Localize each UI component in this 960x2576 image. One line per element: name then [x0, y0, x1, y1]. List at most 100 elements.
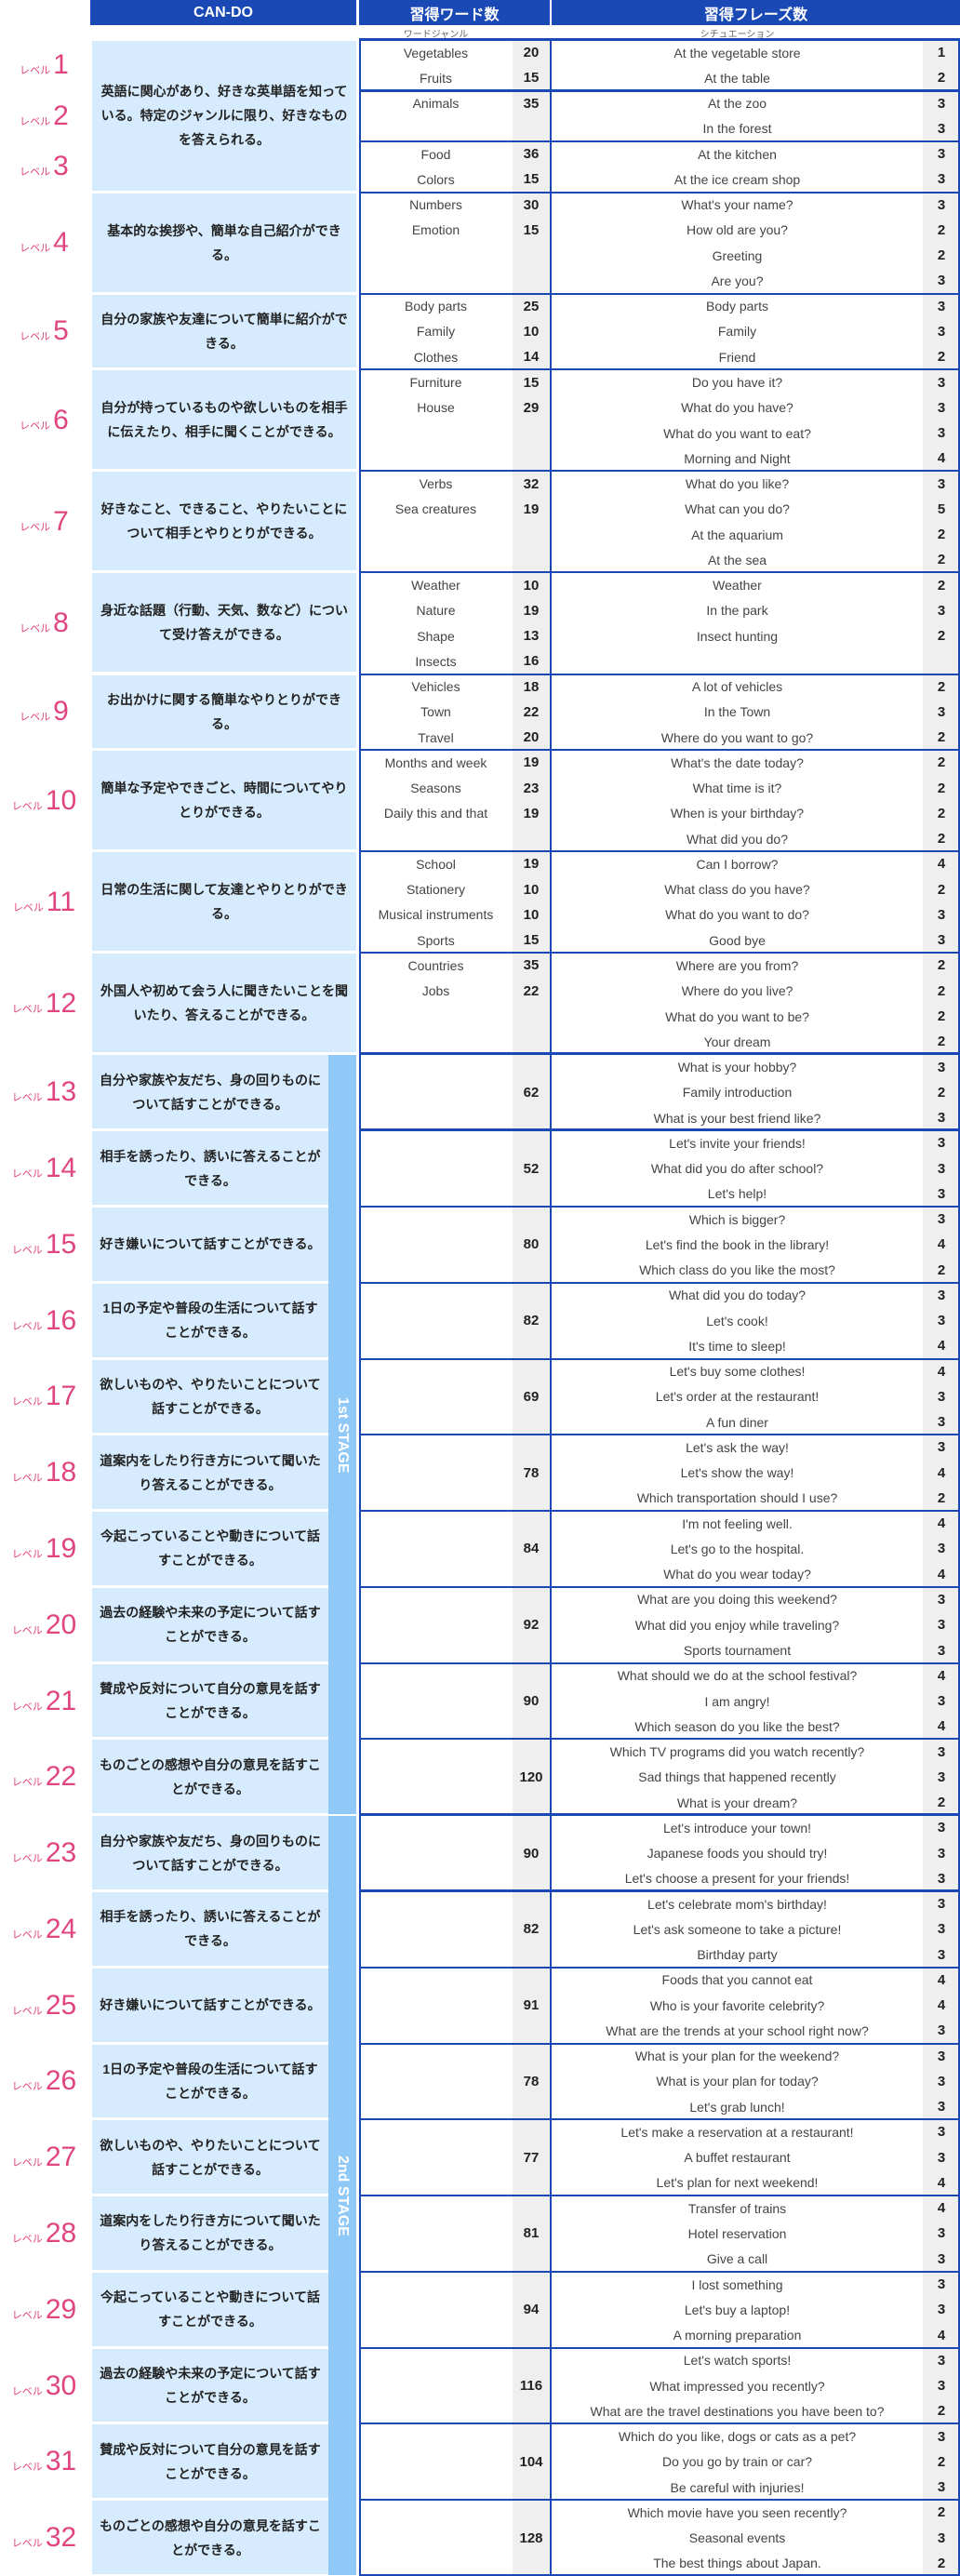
phrase-situation: Let's invite your friends! [669, 1135, 806, 1151]
phrase-situation: I lost something [691, 2276, 783, 2292]
level-label: レベル 28 [0, 2196, 88, 2272]
phrase-count: 3 [937, 2352, 946, 2369]
phrase-count-column [923, 1967, 960, 2044]
phrase-count: 3 [937, 1642, 946, 1659]
level-label: レベル 32 [0, 2500, 88, 2576]
phrase-count: 3 [937, 298, 946, 314]
row-divider [359, 191, 960, 194]
phrase-situation: A buffet restaurant [684, 2150, 791, 2166]
phrase-count: 3 [937, 1414, 946, 1431]
level-number: 14 [45, 1153, 77, 1184]
level-label: レベル 30 [0, 2348, 88, 2424]
level-prefix: レベル [11, 1244, 43, 1256]
phrase-count: 2 [937, 70, 946, 87]
word-genre: House [417, 400, 455, 416]
level-number: 25 [45, 1989, 77, 2021]
phrase-count-column [923, 674, 960, 751]
phrase-count: 4 [937, 1997, 946, 2014]
cando-text: 身近な話題（行動、天気、数など）について受け答えができる。 [92, 573, 356, 673]
phrase-situation: What did you enjoy while traveling? [634, 1617, 840, 1633]
phrase-situation: What do you want to eat? [663, 425, 811, 441]
phrase-situation: Let's show the way! [680, 1465, 794, 1481]
level-label: レベル 9 [0, 674, 88, 751]
phrase-situation: What is your plan for the weekend? [634, 2049, 840, 2064]
phrase-count-column [923, 2271, 960, 2348]
level-label: レベル 21 [0, 1663, 88, 1740]
cando-text: 自分の家族や友達について簡単に紹介ができる。 [92, 294, 356, 368]
row-divider [359, 2423, 960, 2425]
cando-text: 好き嫌いについて話すことができる。 [92, 1968, 328, 2042]
phrase-count: 3 [937, 1211, 946, 1228]
phrase-situation: What is your dream? [676, 1795, 798, 1810]
phrase-situation: Birthday party [697, 1947, 778, 1963]
level-number: 18 [45, 1457, 77, 1488]
phrase-count-column [923, 1662, 960, 1740]
phrase-situation: Where do you live? [681, 983, 793, 999]
cando-text: 好きなこと、できること、やりたいことについて相手とやりとりができる。 [92, 472, 356, 571]
phrase-count: 3 [937, 2250, 946, 2267]
phrase-count: 3 [937, 1110, 946, 1127]
level-prefix: レベル [20, 420, 51, 432]
level-label: レベル 10 [0, 750, 88, 851]
cando-text: 自分や家族や友だち、身の回りものについて話すことができる。 [92, 1055, 328, 1129]
cando-text: 日常の生活に関して友達とやりとりができる。 [92, 852, 356, 952]
phrase-situation: When is your birthday? [670, 806, 805, 821]
phrase-situation: How old are you? [687, 222, 788, 238]
phrase-situation: A lot of vehicles [691, 679, 783, 695]
phrase-count-column [923, 750, 960, 852]
level-number: 29 [45, 2293, 77, 2325]
phrase-situation: Body parts [706, 299, 768, 314]
phrase-situation: Let's ask someone to take a picture! [633, 1921, 842, 1937]
cando-text: 好き嫌いについて話すことができる。 [92, 1207, 328, 1281]
phrase-situation: What's your name? [681, 197, 793, 213]
phrase-situation: I am angry! [704, 1693, 770, 1709]
cando-text: 道案内をしたり行き方について聞いたり答えることができる。 [92, 2196, 328, 2270]
level-number: 17 [45, 1381, 77, 1412]
phrase-situation: Which do you like, dogs or cats as a pet… [618, 2429, 857, 2445]
phrase-situation: It's time to sleep! [688, 1338, 786, 1354]
word-count: 35 [523, 957, 540, 974]
word-count: 10 [523, 577, 540, 594]
word-genre: Numbers [409, 197, 462, 213]
phrase-count-column [923, 1054, 960, 1131]
phrase-count: 3 [937, 196, 946, 213]
word-total: 90 [523, 1845, 540, 1862]
cando-text: 相手を誘ったり、誘いに答えることができる。 [92, 1131, 328, 1205]
level-number: 3 [53, 151, 69, 182]
word-count: 13 [523, 628, 540, 645]
word-genre: Shape [417, 628, 455, 644]
level-prefix: レベル [11, 1853, 43, 1865]
word-count-column [513, 1890, 550, 1968]
phrase-count: 3 [937, 602, 946, 619]
level-prefix: レベル [11, 2233, 43, 2245]
phrase-count-column [923, 141, 960, 193]
phrase-situation: Let's go to the hospital. [670, 1541, 805, 1556]
phrase-situation: Sad things that happened recently [638, 1769, 836, 1785]
phrase-count: 3 [937, 2099, 946, 2116]
level-number: 10 [45, 784, 77, 816]
phrase-count: 1 [937, 45, 946, 61]
phrase-situation: Greeting [712, 247, 763, 263]
phrase-count: 3 [937, 2302, 946, 2318]
word-count: 20 [523, 45, 540, 61]
row-divider [359, 2042, 960, 2045]
phrase-count: 3 [937, 1160, 946, 1177]
row-divider [359, 1738, 960, 1741]
row-divider [359, 571, 960, 574]
phrase-situation: Family [717, 324, 757, 340]
level-number: 24 [45, 1913, 77, 1944]
word-genre: Months and week [384, 754, 487, 770]
phrase-count: 2 [937, 729, 946, 746]
row-divider [359, 2270, 960, 2273]
word-total: 62 [523, 1084, 540, 1101]
word-genre: Fruits [420, 70, 452, 86]
level-number: 30 [45, 2369, 77, 2401]
word-total: 81 [523, 2225, 540, 2242]
level-label: レベル 29 [0, 2272, 88, 2348]
phrase-situation: Let's buy some clothes! [669, 1364, 806, 1380]
phrase-count: 3 [937, 1135, 946, 1152]
phrase-situation: At the table [704, 70, 770, 86]
phrase-situation: Let's introduce your town! [662, 1820, 812, 1835]
row-divider [359, 470, 960, 473]
level-label: レベル 1 [0, 40, 88, 91]
